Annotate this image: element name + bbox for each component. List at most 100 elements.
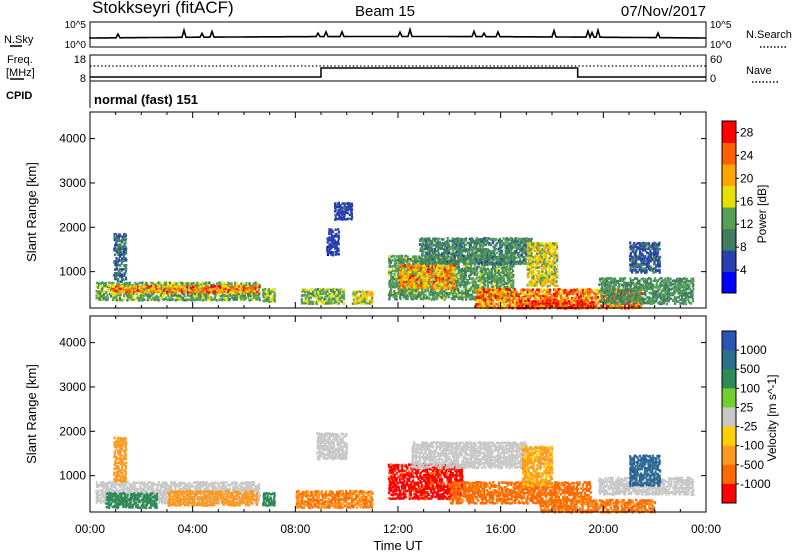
range-gate-cell: [486, 275, 489, 279]
range-gate-cell: [523, 304, 526, 307]
range-gate-cell: [464, 285, 468, 288]
range-gate-cell: [560, 303, 563, 307]
range-gate-cell: [602, 282, 605, 285]
range-gate-cell: [157, 288, 160, 292]
range-gate-cell: [250, 292, 253, 296]
range-gate-cell: [387, 273, 390, 277]
range-gate-cell: [227, 281, 230, 285]
range-gate-cell: [450, 284, 453, 287]
range-gate-cell: [416, 295, 419, 298]
range-gate-cell: [333, 299, 337, 303]
range-gate-cell: [490, 290, 493, 294]
range-gate-cell: [455, 260, 458, 263]
range-gate-cell: [99, 292, 102, 295]
range-gate-cell: [446, 256, 449, 260]
range-gate-cell: [552, 276, 555, 279]
range-gate-cell: [504, 271, 507, 274]
range-gate-cell: [620, 304, 623, 307]
range-gate-cell: [490, 256, 493, 259]
range-gate-cell: [474, 251, 477, 254]
range-gate-cell: [415, 257, 418, 261]
range-gate-cell: [453, 243, 457, 246]
range-gate-cell: [363, 301, 366, 305]
range-gate-cell: [460, 271, 463, 275]
range-gate-cell: [431, 289, 434, 293]
range-gate-cell: [501, 266, 504, 270]
range-gate-cell: [446, 260, 449, 264]
range-gate-cell: [423, 272, 426, 275]
range-gate-cell: [470, 263, 473, 267]
range-gate-cell: [627, 302, 630, 306]
range-gate-cell: [510, 264, 513, 268]
range-gate-cell: [108, 288, 111, 291]
range-gate-cell: [254, 284, 258, 287]
range-gate-cell: [530, 289, 533, 292]
range-gate-cell: [455, 239, 458, 242]
range-gate-cell: [530, 243, 533, 246]
range-gate-cell: [599, 279, 602, 282]
range-gate-cell: [541, 264, 544, 267]
range-gate-cell: [517, 247, 520, 250]
range-gate-cell: [508, 268, 511, 272]
range-gate-cell: [639, 296, 642, 299]
range-gate-cell: [221, 290, 224, 294]
range-gate-cell: [651, 302, 655, 305]
range-gate-cell: [518, 243, 521, 247]
range-gate-cell: [622, 279, 625, 282]
range-gate-cell: [548, 302, 551, 305]
range-gate-cell: [118, 233, 121, 236]
range-gate-cell: [307, 296, 311, 300]
range-gate-cell: [566, 296, 569, 300]
range-gate-cell: [411, 263, 414, 267]
range-gate-cell: [142, 291, 145, 294]
range-gate-cell: [626, 287, 629, 291]
range-gate-cell: [266, 299, 269, 303]
range-gate-cell: [504, 273, 507, 277]
range-gate-cell: [103, 292, 106, 296]
range-gate-cell: [531, 277, 534, 281]
range-gate-cell: [538, 290, 541, 294]
range-gate-cell: [435, 261, 438, 265]
range-gate-cell: [505, 292, 508, 296]
range-gate-cell: [666, 283, 669, 287]
range-gate-cell: [438, 283, 441, 286]
range-gate-cell: [414, 270, 417, 274]
range-gate-cell: [446, 248, 449, 251]
range-gate-cell: [496, 269, 499, 272]
range-gate-cell: [446, 249, 449, 253]
range-gate-cell: [125, 281, 128, 285]
range-gate-cell: [132, 294, 135, 297]
range-gate-cell: [484, 290, 487, 293]
range-gate-cell: [482, 260, 485, 263]
range-gate-cell: [494, 290, 497, 294]
range-gate-cell: [461, 296, 464, 299]
range-gate-cell: [572, 288, 575, 291]
range-gate-cell: [148, 298, 151, 301]
range-gate-cell: [477, 249, 480, 253]
range-gate-cell: [556, 258, 559, 262]
range-gate-cell: [457, 247, 460, 251]
range-gate-cell: [411, 284, 414, 288]
range-gate-cell: [388, 281, 391, 285]
range-gate-cell: [412, 293, 415, 296]
range-gate-cell: [545, 296, 548, 300]
range-gate-cell: [169, 288, 172, 292]
range-gate-cell: [608, 292, 611, 295]
range-gate-cell: [604, 288, 607, 291]
range-gate-cell: [508, 248, 511, 251]
range-gate-cell: [113, 274, 116, 277]
range-gate-cell: [433, 280, 436, 284]
range-gate-cell: [463, 265, 466, 269]
range-gate-cell: [229, 294, 232, 297]
range-gate-cell: [487, 283, 490, 287]
range-gate-cell: [484, 279, 487, 283]
range-gate-cell: [196, 294, 199, 297]
cpid-label: CPID: [6, 90, 32, 102]
range-gate-cell: [117, 237, 120, 240]
range-gate-cell: [129, 290, 132, 294]
range-gate-cell: [510, 283, 513, 286]
range-gate-cell: [104, 298, 108, 302]
range-gate-cell: [520, 239, 523, 243]
range-gate-cell: [115, 296, 118, 299]
range-gate-cell: [669, 277, 672, 281]
